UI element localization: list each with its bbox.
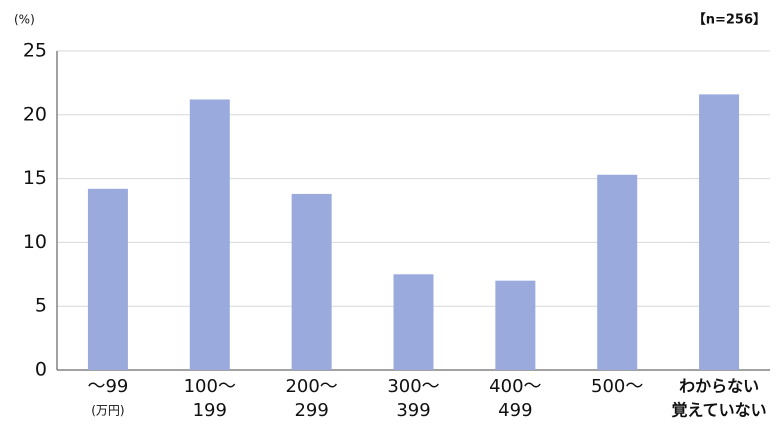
bar <box>291 193 332 370</box>
x-tick-label: 399 <box>396 400 430 421</box>
y-tick-label: 20 <box>23 103 47 125</box>
x-tick-label: 覚えていない <box>671 401 766 420</box>
bar <box>87 188 128 370</box>
y-tick-label: 0 <box>35 359 47 381</box>
x-tick-label: 300〜 <box>387 376 439 397</box>
x-tick-label: わからない <box>679 377 759 396</box>
y-tick-label: 5 <box>35 295 47 317</box>
bar <box>189 99 230 370</box>
y-tick-label: 10 <box>23 231 47 253</box>
y-unit: (%) <box>14 13 35 27</box>
bar <box>699 94 740 370</box>
x-tick-label: (万円) <box>91 404 124 418</box>
bar <box>495 280 536 370</box>
x-tick-label: 100〜 <box>184 376 236 397</box>
x-tick-label: 500〜 <box>591 376 643 397</box>
x-tick-label: 499 <box>498 400 532 421</box>
y-tick-label: 15 <box>23 167 47 189</box>
x-tick-label: 400〜 <box>489 376 541 397</box>
x-tick-label: 200〜 <box>285 376 337 397</box>
bar <box>393 274 434 370</box>
x-tick-label: 〜99 <box>87 376 128 397</box>
sample-size: 【n=256】 <box>693 12 766 28</box>
bar <box>597 174 638 370</box>
x-tick-label: 199 <box>193 400 227 421</box>
y-tick-label: 25 <box>23 40 47 62</box>
x-tick-label: 299 <box>294 400 328 421</box>
